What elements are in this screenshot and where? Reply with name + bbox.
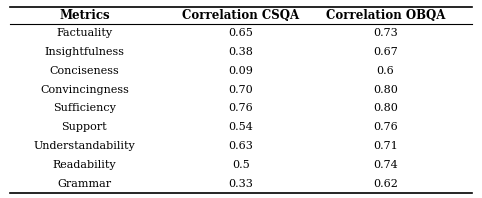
Text: 0.76: 0.76 [228, 103, 254, 113]
Text: Factuality: Factuality [56, 28, 112, 38]
Text: Conciseness: Conciseness [50, 66, 119, 76]
Text: Insightfulness: Insightfulness [44, 47, 124, 57]
Text: 0.80: 0.80 [373, 85, 398, 95]
Text: 0.5: 0.5 [232, 160, 250, 170]
Text: Understandability: Understandability [33, 141, 135, 151]
Text: 0.76: 0.76 [373, 122, 398, 132]
Text: 0.70: 0.70 [228, 85, 254, 95]
Text: Correlation CSQA: Correlation CSQA [183, 9, 299, 22]
Text: 0.63: 0.63 [228, 141, 254, 151]
Text: 0.62: 0.62 [373, 179, 398, 189]
Text: 0.71: 0.71 [373, 141, 398, 151]
Text: 0.09: 0.09 [228, 66, 254, 76]
Text: Readability: Readability [53, 160, 116, 170]
Text: 0.54: 0.54 [228, 122, 254, 132]
Text: Grammar: Grammar [57, 179, 111, 189]
Text: 0.73: 0.73 [373, 28, 398, 38]
Text: 0.67: 0.67 [373, 47, 398, 57]
Text: Sufficiency: Sufficiency [53, 103, 116, 113]
Text: Correlation OBQA: Correlation OBQA [326, 9, 445, 22]
Text: 0.65: 0.65 [228, 28, 254, 38]
Text: 0.74: 0.74 [373, 160, 398, 170]
Text: Support: Support [62, 122, 107, 132]
Text: Convincingness: Convincingness [40, 85, 129, 95]
Text: 0.38: 0.38 [228, 47, 254, 57]
Text: 0.6: 0.6 [377, 66, 394, 76]
Text: 0.33: 0.33 [228, 179, 254, 189]
Text: Metrics: Metrics [59, 9, 110, 22]
Text: 0.80: 0.80 [373, 103, 398, 113]
